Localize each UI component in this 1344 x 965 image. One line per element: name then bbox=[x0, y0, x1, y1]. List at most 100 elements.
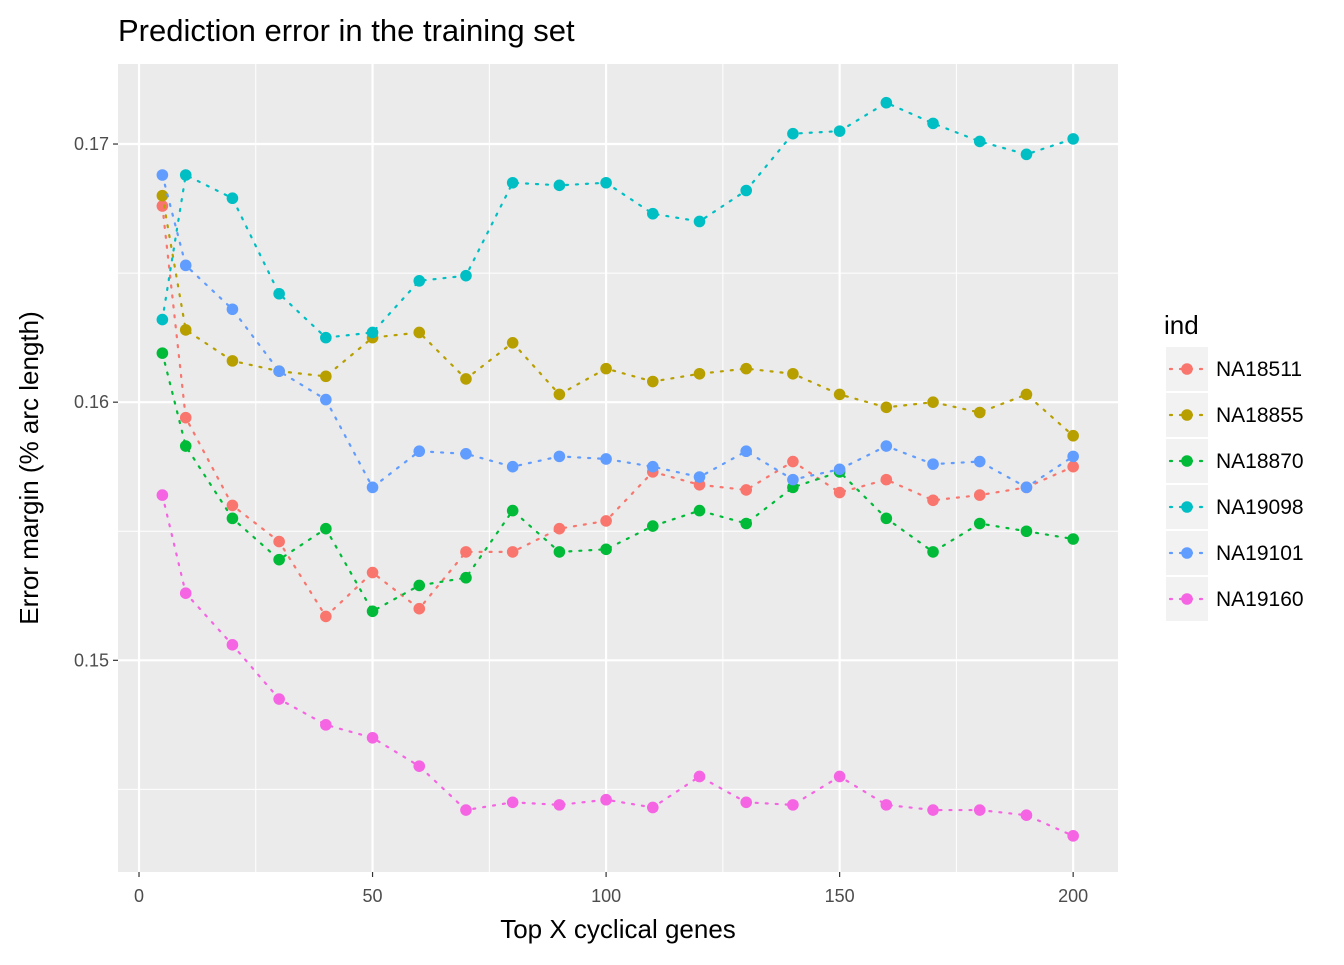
data-point bbox=[973, 455, 986, 468]
data-point bbox=[226, 303, 239, 316]
data-point bbox=[156, 169, 169, 181]
data-point bbox=[179, 259, 192, 272]
data-point bbox=[600, 362, 612, 375]
data-point bbox=[460, 373, 472, 385]
data-point bbox=[553, 179, 566, 192]
y-tick-label: 0.16 bbox=[74, 392, 109, 412]
data-point bbox=[366, 326, 379, 339]
data-point bbox=[600, 793, 612, 806]
data-point bbox=[366, 731, 379, 744]
data-point bbox=[787, 127, 799, 140]
legend-key-point bbox=[1181, 409, 1193, 421]
legend-item-NA19160: NA19160 bbox=[1166, 577, 1304, 621]
data-point bbox=[693, 215, 706, 228]
data-point bbox=[226, 639, 239, 651]
data-point bbox=[320, 719, 332, 731]
data-point bbox=[740, 796, 753, 809]
data-point bbox=[1020, 388, 1033, 401]
data-point bbox=[973, 135, 986, 148]
legend-item-NA18855: NA18855 bbox=[1166, 393, 1304, 437]
data-point bbox=[273, 693, 285, 705]
data-point bbox=[693, 367, 706, 380]
legend-label: NA18855 bbox=[1216, 404, 1304, 427]
data-point bbox=[506, 796, 519, 809]
data-point bbox=[413, 579, 426, 592]
data-point bbox=[320, 522, 332, 535]
data-point bbox=[366, 481, 379, 494]
data-point bbox=[787, 799, 799, 811]
data-point bbox=[693, 471, 706, 483]
data-point bbox=[506, 336, 519, 349]
data-point bbox=[226, 499, 239, 512]
data-point bbox=[646, 460, 659, 473]
data-point bbox=[693, 770, 706, 783]
data-point bbox=[927, 546, 939, 558]
data-point bbox=[693, 504, 706, 517]
data-point bbox=[927, 458, 939, 470]
data-point bbox=[553, 450, 566, 463]
data-point bbox=[1067, 133, 1079, 145]
x-tick-label: 150 bbox=[825, 886, 855, 906]
data-point bbox=[320, 610, 332, 623]
data-point bbox=[927, 494, 939, 507]
data-point bbox=[273, 535, 285, 548]
data-point bbox=[973, 517, 986, 530]
data-point bbox=[833, 125, 846, 137]
data-point bbox=[787, 455, 799, 468]
data-point bbox=[156, 200, 169, 212]
data-point bbox=[226, 512, 239, 525]
data-point bbox=[787, 367, 799, 380]
data-point bbox=[833, 388, 846, 401]
legend-label: NA19160 bbox=[1216, 588, 1304, 611]
data-point bbox=[460, 571, 472, 584]
data-point bbox=[553, 522, 566, 535]
data-point bbox=[413, 275, 426, 287]
data-point bbox=[179, 587, 192, 600]
series-NA18870 bbox=[156, 347, 1079, 618]
legend-item-NA19098: NA19098 bbox=[1166, 485, 1304, 529]
series-layer bbox=[156, 96, 1079, 842]
legend-title: ind bbox=[1164, 310, 1199, 340]
series-NA19098 bbox=[156, 96, 1079, 344]
data-point bbox=[460, 269, 472, 282]
data-point bbox=[226, 355, 239, 367]
data-point bbox=[880, 401, 893, 414]
data-point bbox=[600, 515, 612, 527]
gridlines bbox=[118, 64, 1118, 872]
x-axis-title: Top X cyclical genes bbox=[500, 914, 736, 944]
x-tick-label: 200 bbox=[1058, 886, 1088, 906]
data-point bbox=[787, 473, 799, 486]
data-point bbox=[600, 453, 612, 465]
legend-key-point bbox=[1181, 501, 1193, 513]
legend-item-NA19101: NA19101 bbox=[1166, 531, 1304, 575]
data-point bbox=[880, 473, 893, 486]
data-point bbox=[273, 287, 285, 300]
legend: ind NA18511 NA18855 NA18870 NA19098 NA19101 N… bbox=[1164, 310, 1304, 621]
data-point bbox=[156, 313, 169, 326]
data-point bbox=[927, 117, 939, 130]
legend-key-point bbox=[1181, 363, 1193, 375]
y-tick-label: 0.17 bbox=[74, 134, 109, 154]
legend-label: NA19101 bbox=[1216, 542, 1304, 565]
data-point bbox=[973, 406, 986, 419]
data-point bbox=[273, 553, 285, 566]
data-point bbox=[413, 445, 426, 458]
data-point bbox=[506, 504, 519, 517]
data-point bbox=[179, 411, 192, 424]
data-point bbox=[460, 804, 472, 816]
plot-panel bbox=[118, 64, 1118, 872]
data-point bbox=[460, 448, 472, 460]
data-point bbox=[366, 605, 379, 618]
data-point bbox=[833, 770, 846, 783]
legend-key-point bbox=[1181, 547, 1193, 559]
series-NA18511 bbox=[156, 200, 1079, 623]
data-point bbox=[1020, 481, 1033, 494]
x-tick-label: 100 bbox=[591, 886, 621, 906]
data-point bbox=[1020, 809, 1033, 822]
legend-label: NA19098 bbox=[1216, 496, 1304, 519]
data-point bbox=[1020, 148, 1033, 161]
data-point bbox=[880, 440, 893, 452]
data-point bbox=[156, 347, 169, 359]
axis-ticks: 0 50 100 150 200 0.15 0.16 0.17 bbox=[74, 134, 1088, 906]
